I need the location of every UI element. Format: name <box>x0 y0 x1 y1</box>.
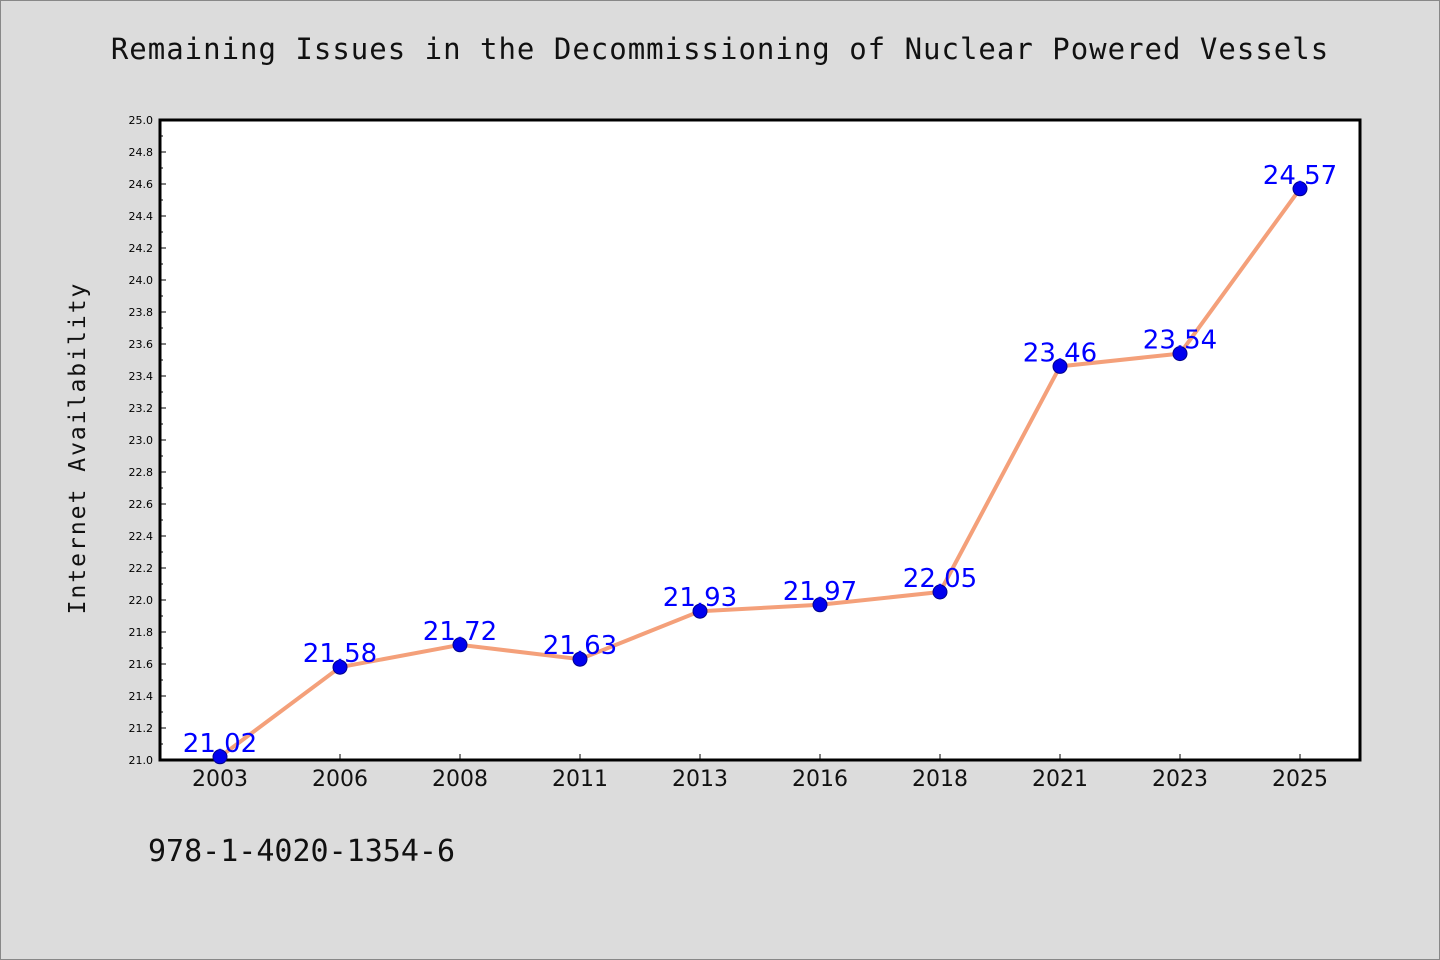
data-point <box>1292 181 1308 197</box>
y-tick-label: 23.8 <box>129 306 154 319</box>
y-tick-label: 24.6 <box>129 178 154 191</box>
y-tick-label: 23.6 <box>129 338 154 351</box>
data-point <box>452 637 468 653</box>
x-tick-label: 2018 <box>912 767 968 792</box>
data-label: 21.63 <box>543 631 617 661</box>
data-label: 22.05 <box>903 564 977 594</box>
y-tick-label: 21.2 <box>129 722 154 735</box>
data-point <box>1172 346 1188 362</box>
data-point <box>212 749 228 765</box>
series-line <box>218 186 1302 759</box>
y-tick-label: 21.4 <box>129 690 154 703</box>
data-label: 21.72 <box>423 617 497 647</box>
y-tick-label: 24.0 <box>129 274 154 287</box>
data-label: 21.02 <box>183 729 257 759</box>
data-point <box>812 597 828 613</box>
y-tick-label: 22.2 <box>129 562 154 575</box>
x-tick-label: 2013 <box>672 767 728 792</box>
x-tick-label: 2023 <box>1152 767 1208 792</box>
y-tick-label: 21.8 <box>129 626 154 639</box>
plot-border <box>158 118 1362 762</box>
x-tick-label: 2011 <box>552 767 608 792</box>
y-tick-label: 24.8 <box>129 146 154 159</box>
y-tick-label: 23.4 <box>129 370 154 383</box>
data-label: 21.93 <box>663 583 737 613</box>
y-tick-label: 21.0 <box>129 754 154 767</box>
plot-area <box>160 120 1360 760</box>
x-tick-label: 2008 <box>432 767 488 792</box>
x-tick-label: 2003 <box>192 767 248 792</box>
y-tick-label: 25.0 <box>129 114 154 127</box>
x-tick-label: 2021 <box>1032 767 1088 792</box>
y-tick-label: 22.0 <box>129 594 154 607</box>
data-label: 21.58 <box>303 639 377 669</box>
x-tick-label: 2016 <box>792 767 848 792</box>
chart-title: Remaining Issues in the Decommissioning … <box>110 32 1330 66</box>
data-point <box>332 659 348 675</box>
y-tick-label: 22.4 <box>129 530 154 543</box>
data-label: 23.54 <box>1143 326 1217 356</box>
x-tick-label: 2006 <box>312 767 368 792</box>
y-tick-label: 21.6 <box>129 658 154 671</box>
footer-code: 978-1-4020-1354-6 <box>148 834 456 869</box>
data-point <box>692 603 708 619</box>
data-point <box>1052 358 1068 374</box>
data-label: 23.46 <box>1023 338 1097 368</box>
y-tick-label: 24.4 <box>129 210 154 223</box>
data-label: 24.57 <box>1263 161 1337 191</box>
y-tick-label: 22.8 <box>129 466 154 479</box>
y-tick-label: 24.2 <box>129 242 154 255</box>
y-tick-label: 22.6 <box>129 498 154 511</box>
y-tick-label: 23.0 <box>129 434 154 447</box>
data-point <box>572 651 588 667</box>
data-label: 21.97 <box>783 577 857 607</box>
data-point <box>932 584 948 600</box>
y-tick-label: 23.2 <box>129 402 154 415</box>
x-tick-label: 2025 <box>1272 767 1328 792</box>
